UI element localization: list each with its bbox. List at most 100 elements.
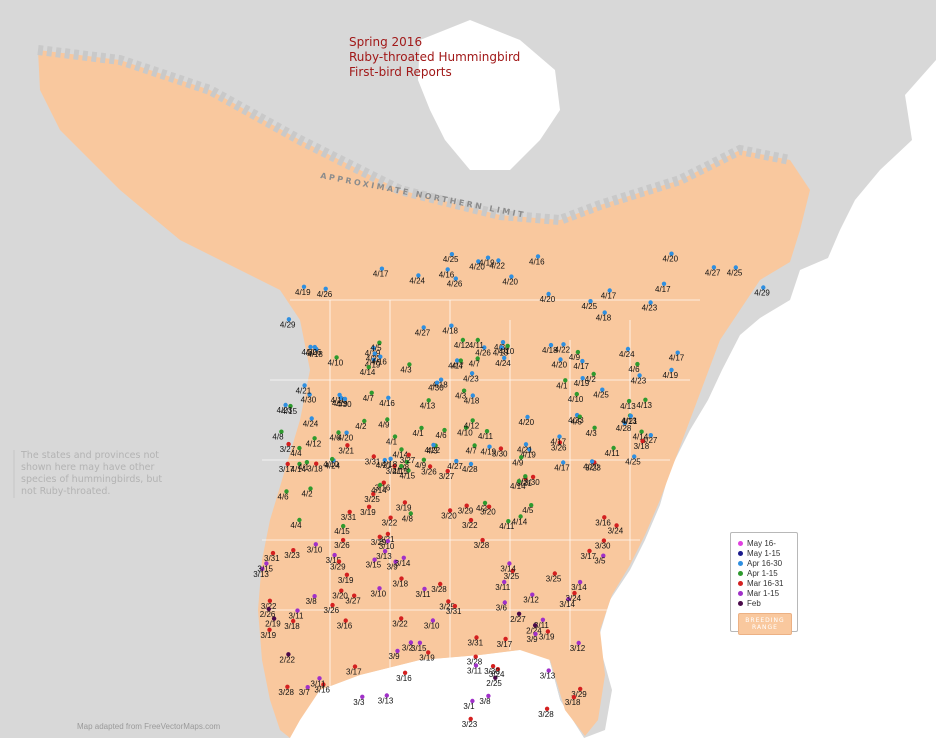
observation-date: 3/28 xyxy=(278,688,294,697)
observation-dot xyxy=(297,445,302,451)
observation-marker: 4/17 xyxy=(554,460,570,473)
observation-dot xyxy=(635,361,640,367)
observation-date: 4/12 xyxy=(464,421,480,430)
observation-date: 4/26 xyxy=(306,348,322,357)
observation-dot xyxy=(286,652,291,657)
observation-date: 4/27 xyxy=(642,436,658,445)
legend-swatch xyxy=(738,570,743,576)
observation-dot xyxy=(426,398,431,403)
observation-dot xyxy=(430,618,436,623)
observation-date: 3/2 xyxy=(402,644,414,653)
observation-date: 4/18 xyxy=(464,397,480,406)
observation-date: 4/14 xyxy=(360,368,376,377)
observation-marker: 4/21 xyxy=(296,383,312,395)
observation-date: 4/18 xyxy=(542,346,558,355)
observation-marker: 3/1 xyxy=(463,698,475,711)
observation-date: 4/25 xyxy=(443,255,459,264)
observation-marker: 3/16 xyxy=(595,515,611,527)
observation-date: 3/9 xyxy=(527,635,539,644)
observation-dot xyxy=(640,438,645,444)
observation-marker: 3/27 xyxy=(345,593,361,606)
observation-date: 3/31 xyxy=(446,607,462,616)
observation-date: 4/4 xyxy=(290,521,302,530)
observation-marker: 4/10 xyxy=(457,425,473,438)
observation-dot xyxy=(321,682,326,687)
observation-date: 4/24 xyxy=(409,276,425,285)
legend-item: Mar 16-31 xyxy=(738,578,793,588)
observation-marker: 4/18 xyxy=(382,456,398,469)
observation-dot xyxy=(611,445,616,451)
observation-dot xyxy=(266,606,271,612)
observation-dot xyxy=(408,640,414,645)
observation-marker: 3/22 xyxy=(261,598,277,611)
observation-dot xyxy=(392,434,398,439)
observation-marker: 3/18 xyxy=(634,438,650,451)
observation-date: 3/26 xyxy=(324,606,340,615)
observation-marker: 3/9 xyxy=(389,648,400,661)
observation-date: 3/16 xyxy=(337,622,353,631)
observation-dot xyxy=(286,317,292,322)
observation-marker: 4/26 xyxy=(475,345,491,358)
observation-date: 3/18 xyxy=(565,698,581,707)
observation-dot xyxy=(291,548,296,553)
observation-date: 4/15 xyxy=(392,467,408,476)
observation-marker: 3/6 xyxy=(496,600,507,613)
observation-marker: 4/22 xyxy=(555,342,571,354)
observation-date: 4/8 xyxy=(402,515,414,524)
observation-marker: 4/4 xyxy=(290,445,302,458)
observation-date: 4/18 xyxy=(382,460,398,469)
observation-date: 4/23 xyxy=(568,416,584,425)
observation-marker: 4/7 xyxy=(469,356,480,369)
observation-marker: 3/11 xyxy=(289,608,305,621)
observation-date: 4/28 xyxy=(616,424,632,433)
observation-dot xyxy=(399,616,404,621)
observation-dot xyxy=(314,461,319,466)
observation-marker: 4/18 xyxy=(493,345,509,358)
observation-date: 4/1 xyxy=(556,381,568,390)
observation-dot xyxy=(625,346,631,352)
observation-dot xyxy=(607,288,612,293)
observation-dot xyxy=(493,675,498,680)
observation-dot xyxy=(461,388,467,393)
observation-dot xyxy=(377,340,382,345)
observation-date: 4/22 xyxy=(555,345,571,354)
observation-dot xyxy=(421,457,427,462)
observation-marker: 3/31 xyxy=(264,550,280,563)
observation-marker: 3/11 xyxy=(495,579,511,592)
observation-date: 4/27 xyxy=(705,268,721,277)
observation-dot xyxy=(486,693,491,699)
observation-date: 3/17 xyxy=(279,465,295,474)
observation-dot xyxy=(519,455,524,460)
observation-marker: 3/30 xyxy=(595,538,611,551)
observation-dot xyxy=(336,559,342,564)
observation-dot xyxy=(502,600,507,605)
observation-marker: 4/16 xyxy=(529,254,545,266)
observation-marker: 4/15 xyxy=(282,403,298,416)
observation-date: 4/4 xyxy=(290,449,302,458)
observation-date: 2/26 xyxy=(260,610,276,619)
observation-date: 4/3 xyxy=(586,429,598,438)
observation-marker: 4/25 xyxy=(625,454,641,467)
observation-dot xyxy=(561,460,566,465)
observations-layer: 4/244/244/264/274/184/184/304/194/194/23… xyxy=(253,251,770,729)
observation-date: 4/29 xyxy=(280,320,296,329)
observation-marker: 4/30 xyxy=(336,396,352,409)
observation-date: 3/23 xyxy=(462,720,478,729)
observation-marker: 4/14 xyxy=(371,482,387,495)
observation-dot xyxy=(304,460,310,465)
observation-date: 4/7 xyxy=(516,477,528,486)
observation-dot xyxy=(506,519,511,524)
observation-date: 3/11 xyxy=(289,612,305,621)
observation-marker: 4/17 xyxy=(655,281,671,294)
observation-date: 3/27 xyxy=(345,597,361,606)
observation-date: 4/14 xyxy=(633,433,649,442)
observation-date: 3/29 xyxy=(571,690,587,699)
observation-marker: 4/29 xyxy=(280,317,296,329)
observation-marker: 4/2 xyxy=(476,500,488,513)
observation-marker: 4/5 xyxy=(522,503,534,515)
legend-swatch xyxy=(738,580,743,586)
observation-dot xyxy=(566,596,571,602)
observation-marker: 4/3 xyxy=(586,425,598,438)
observation-date: 3/13 xyxy=(378,697,394,706)
observation-marker: 4/22 xyxy=(366,351,382,364)
